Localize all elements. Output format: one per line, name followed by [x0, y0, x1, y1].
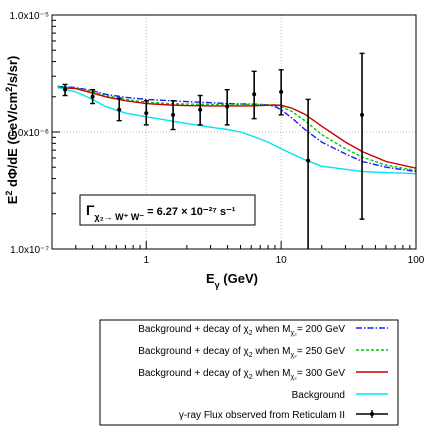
axis-ticks	[51, 14, 417, 250]
data-point	[306, 158, 311, 163]
legend-label-0: Background + decay of χ2 when Mχ₂= 200 G…	[138, 324, 345, 337]
data-point	[171, 112, 176, 117]
data-point	[144, 111, 149, 116]
y-tick-label: 1.0x10⁻⁶	[10, 128, 49, 139]
observed-points	[62, 52, 365, 249]
legend-label-3: Background	[292, 390, 345, 401]
data-point	[225, 104, 230, 109]
tick-labels: 1 10 100 1.0x10⁻⁷ 1.0x10⁻⁶ 1.0x10⁻⁵	[10, 11, 425, 266]
legend-frame	[99, 319, 399, 426]
legend-swatch-point	[370, 412, 374, 416]
series-line-3	[57, 86, 417, 175]
data-point	[252, 92, 257, 97]
annotation-box: Γχ₂→ W⁺ W⁻ = 6.27 × 10⁻²⁷ s⁻¹	[79, 194, 256, 226]
series-line-0	[57, 85, 417, 173]
legend-label-2: Background + decay of χ2 when Mχ₂= 300 G…	[138, 368, 345, 381]
y-tick-label: 1.0x10⁻⁵	[10, 11, 49, 22]
legend-label-4: γ-ray Flux observed from Reticulam II	[179, 410, 345, 421]
y-axis-title: E2 dΦ/dE (GeV/cm2/s/sr)	[4, 56, 20, 205]
annotation-text: Γχ₂→ W⁺ W⁻ = 6.27 × 10⁻²⁷ s⁻¹	[86, 202, 236, 222]
y-tick-label: 1.0x10⁻⁷	[10, 245, 49, 256]
data-point	[360, 112, 365, 117]
x-axis-title: Eγ (GeV)	[206, 271, 258, 290]
legend: Background + decay of χ2 when Mχ₂= 200 G…	[99, 319, 399, 426]
data-point	[198, 107, 203, 112]
x-tick-label: 100	[408, 255, 425, 266]
data-point	[63, 87, 68, 92]
data-point	[279, 89, 284, 94]
data-point	[90, 94, 95, 99]
x-tick-label: 1	[143, 255, 149, 266]
x-tick-label: 10	[276, 255, 288, 266]
data-point	[117, 107, 122, 112]
legend-label-1: Background + decay of χ2 when Mχ₂= 250 G…	[138, 346, 345, 359]
annotation-frame	[79, 194, 256, 226]
